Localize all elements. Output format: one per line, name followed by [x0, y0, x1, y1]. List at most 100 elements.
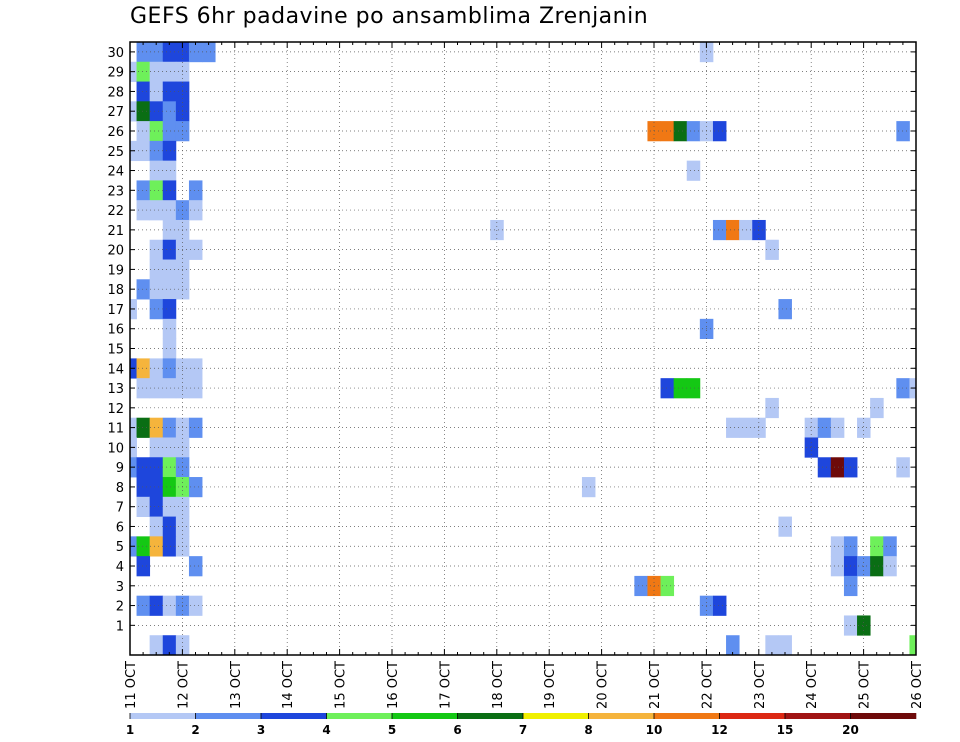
legend-swatch — [392, 713, 458, 719]
precip-cell — [149, 101, 164, 122]
x-tick-label: 16 OCT — [386, 661, 401, 709]
precip-cell — [660, 575, 675, 597]
precip-cell — [188, 378, 203, 399]
precip-cell — [817, 417, 832, 438]
precip-cell — [188, 239, 203, 260]
y-axis-labels: 1234567891011121314151617181920212223242… — [107, 46, 124, 634]
precip-cell — [149, 378, 164, 399]
precip-cell — [673, 121, 688, 142]
y-tick-label: 28 — [107, 85, 124, 100]
precip-cell — [162, 180, 177, 201]
precip-cell — [896, 121, 910, 142]
precip-cell — [804, 437, 819, 458]
axis-ticks — [129, 42, 917, 655]
legend-swatch — [785, 713, 851, 719]
grid-lines — [130, 42, 916, 655]
precip-cell — [136, 536, 151, 557]
legend-threshold-label: 10 — [646, 723, 663, 737]
y-tick-label: 12 — [107, 402, 124, 417]
precip-cell — [136, 417, 151, 438]
y-tick-label: 25 — [107, 145, 124, 160]
y-tick-label: 10 — [107, 441, 124, 456]
precip-cell — [817, 457, 832, 478]
x-tick-label: 13 OCT — [229, 661, 244, 709]
precip-cell — [870, 556, 884, 577]
precip-cell — [686, 378, 701, 399]
y-tick-label: 14 — [107, 362, 124, 377]
precip-cell — [136, 81, 151, 102]
precip-cell — [739, 219, 753, 241]
precip-cell — [712, 219, 727, 241]
precip-cell — [162, 219, 177, 241]
precip-cell — [136, 477, 151, 498]
precip-cell — [162, 318, 177, 340]
precip-cell — [149, 595, 164, 616]
precip-cell — [149, 279, 164, 300]
legend-swatch — [195, 713, 262, 719]
y-tick-label: 4 — [116, 560, 124, 575]
y-tick-label: 27 — [107, 105, 124, 120]
x-tick-label: 20 OCT — [596, 661, 611, 709]
precip-cell — [162, 457, 177, 478]
precip-cell — [149, 358, 164, 379]
precip-cell — [136, 595, 151, 616]
y-tick-label: 23 — [107, 184, 124, 199]
legend-swatch — [130, 713, 196, 719]
precip-cell — [726, 635, 740, 656]
precip-cell — [778, 299, 792, 320]
precip-cell — [830, 556, 845, 577]
precip-cell — [162, 635, 177, 656]
precip-cell — [162, 536, 177, 557]
precip-cell — [188, 595, 203, 616]
precip-cell — [136, 61, 151, 82]
legend-swatch — [719, 713, 786, 719]
precip-cell — [830, 457, 845, 478]
precip-cell — [162, 516, 177, 537]
y-tick-label: 8 — [116, 481, 124, 496]
precip-cell — [136, 358, 151, 379]
precip-cell — [149, 417, 164, 438]
precip-cell — [136, 42, 151, 63]
precip-cell — [149, 200, 164, 221]
precip-cell — [188, 417, 203, 438]
y-tick-label: 30 — [107, 46, 124, 61]
x-tick-label: 11 OCT — [124, 661, 139, 709]
precip-cell — [896, 457, 910, 478]
y-tick-label: 13 — [107, 382, 124, 397]
precip-cell — [149, 180, 164, 201]
precip-cell — [188, 42, 203, 63]
precip-cell — [162, 595, 177, 616]
x-tick-label: 14 OCT — [281, 661, 296, 709]
y-tick-label: 11 — [107, 422, 124, 437]
legend-threshold-label: 20 — [842, 723, 859, 737]
precip-cell — [712, 121, 727, 142]
precip-cell — [149, 516, 164, 537]
x-tick-label: 17 OCT — [438, 661, 453, 709]
legend-swatch — [588, 713, 655, 719]
precip-cell — [136, 496, 151, 517]
precip-cell — [188, 477, 203, 498]
precip-cell — [149, 239, 164, 260]
precip-cell — [188, 200, 203, 221]
precip-cell — [162, 121, 177, 142]
precip-cell — [726, 219, 740, 241]
precip-cell — [712, 595, 727, 616]
precip-cell — [857, 417, 871, 438]
precip-cell — [857, 615, 871, 636]
precip-cell — [162, 200, 177, 221]
x-tick-label: 19 OCT — [543, 661, 558, 709]
precip-cell — [162, 496, 177, 517]
x-axis-labels: 11 OCT 12 OCT 13 OCT 14 OCT 15 OCT 16 OCT 17 O… — [124, 661, 925, 709]
precip-cell — [202, 42, 216, 63]
precip-cell — [162, 101, 177, 122]
precip-cell — [162, 437, 177, 458]
precip-cell — [830, 417, 845, 438]
legend-swatch — [654, 713, 720, 719]
precip-cell — [136, 140, 151, 162]
precip-cell — [136, 279, 151, 300]
precip-cell — [149, 477, 164, 498]
y-tick-label: 17 — [107, 303, 124, 318]
y-tick-label: 21 — [107, 224, 124, 239]
precip-cell — [739, 417, 753, 438]
